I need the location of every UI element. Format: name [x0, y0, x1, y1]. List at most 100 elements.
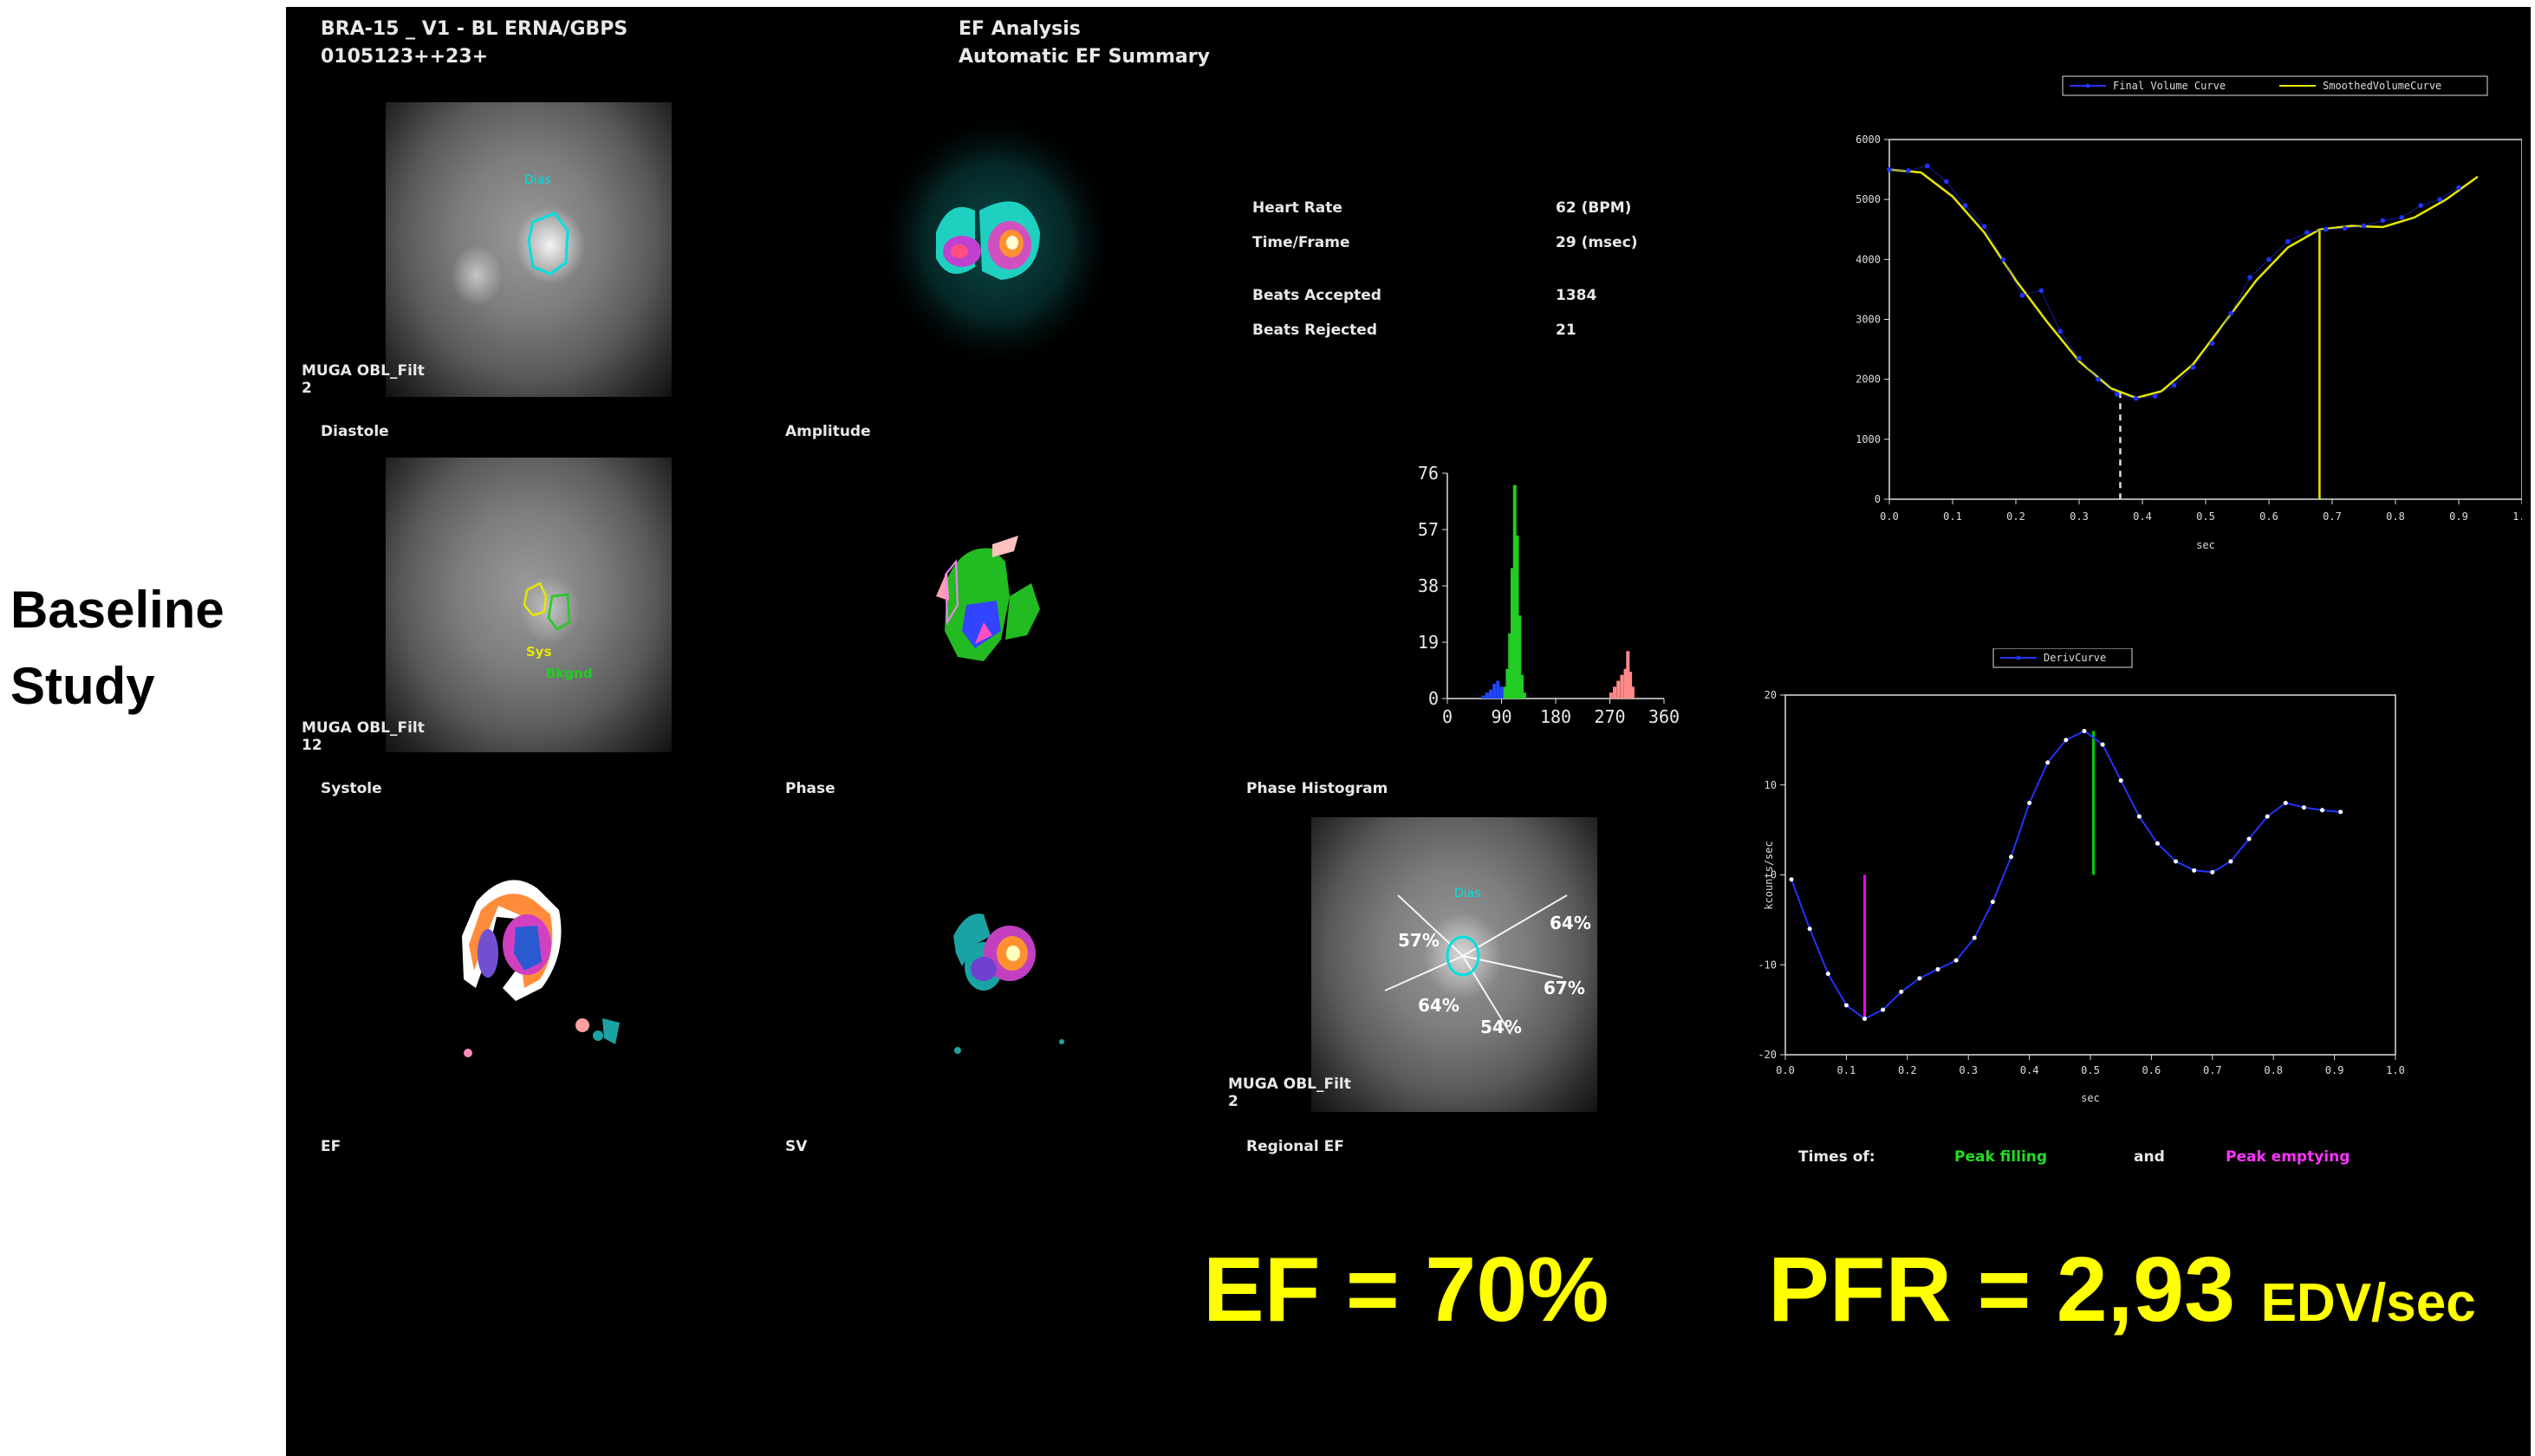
- deriv-curve-point: [2045, 760, 2051, 765]
- beats-accepted-label: Beats Accepted: [1252, 287, 1381, 304]
- deriv-curve-point: [1972, 935, 1977, 940]
- hist-bar: [1626, 651, 1630, 699]
- final-volume-point: [2038, 288, 2044, 294]
- hist-bar: [1505, 668, 1510, 699]
- deriv-y-tick-label: 10: [1765, 779, 1777, 791]
- final-volume-point: [2437, 197, 2442, 202]
- hist-bar: [1520, 674, 1524, 699]
- deriv-curve-point: [1917, 976, 1922, 981]
- deriv-curve-point: [1825, 972, 1830, 977]
- beats-rejected-value: 21: [1556, 322, 1576, 339]
- diastole-caption: MUGA OBL_Filt: [302, 362, 425, 380]
- hist-y-tick-label: 0: [1428, 688, 1439, 709]
- deriv-curve-point: [1935, 966, 1940, 972]
- final-volume-point: [2171, 382, 2177, 388]
- final-volume-point: [2399, 215, 2405, 220]
- phase-histogram-svg: 76 57 38 19 00 90 180 270 360: [1418, 463, 1680, 727]
- final-volume-point: [2057, 328, 2063, 335]
- deriv-x-tick-label: 0.3: [1959, 1064, 1978, 1076]
- hist-bar: [1508, 633, 1512, 699]
- phase-label: Phase: [785, 780, 835, 797]
- final-volume-point: [1906, 168, 1911, 173]
- diastole-label: Diastole: [321, 423, 389, 440]
- final-volume-point: [2152, 393, 2158, 399]
- deriv-curve-point: [2064, 738, 2069, 743]
- systole-label: Systole: [321, 780, 382, 797]
- systole-image: Sys Bkgnd: [386, 458, 672, 752]
- time-frame-value: 29 (msec): [1556, 234, 1638, 251]
- volume-y-tick-label: 6000: [1856, 133, 1881, 146]
- hist-bar: [1628, 672, 1633, 699]
- final-volume-point: [2323, 226, 2329, 232]
- deriv-curve-point: [1843, 1003, 1849, 1008]
- volume-x-tick-label: 0.1: [1943, 510, 1962, 523]
- analysis-title: EF Analysis: [959, 18, 1081, 40]
- final-volume-point: [1981, 224, 1987, 230]
- regional-ef-segment-3: 67%: [1544, 978, 1585, 998]
- hist-bar: [1503, 686, 1507, 699]
- final-volume-point: [2342, 225, 2348, 231]
- final-volume-point: [2190, 365, 2196, 370]
- pfr-result: PFR = 2,93 EDV/sec: [1768, 1238, 2476, 1342]
- hist-x-tick-label: 270: [1594, 706, 1625, 727]
- hist-bar: [1492, 683, 1497, 699]
- amplitude-label: Amplitude: [785, 423, 871, 440]
- deriv-curve-point: [1990, 900, 1995, 905]
- sv-label: SV: [785, 1138, 808, 1155]
- hist-bar: [1522, 692, 1526, 699]
- final-volume-point: [2304, 230, 2310, 236]
- ef-result: EF = 70%: [1203, 1238, 1609, 1341]
- heart-rate-value: 62 (BPM): [1556, 199, 1632, 217]
- volume-x-tick-label: 0.0: [1880, 510, 1899, 523]
- hist-x-tick-label: 0: [1442, 706, 1453, 727]
- final-volume-point: [2019, 293, 2025, 298]
- legend-final-volume-dot: [2085, 83, 2090, 88]
- sv-image: [854, 815, 1140, 1109]
- systole-caption: MUGA OBL_Filt: [302, 719, 425, 737]
- hist-bar: [1623, 668, 1628, 699]
- smoothed-volume-line: [1888, 168, 2479, 400]
- volume-y-tick-label: 1000: [1856, 433, 1881, 445]
- diastole-image: Dias: [386, 102, 672, 397]
- deriv-curve-svg: DerivCurve 0.0 0.1 0.2 0.3 0.4 0.5 0.6 0.7 0.8 0.…: [1758, 647, 2405, 1104]
- hist-y-tick-label: 76: [1418, 463, 1439, 484]
- systole-caption-num: 12: [302, 737, 322, 754]
- deriv-curve-point: [2265, 814, 2270, 819]
- deriv-y-tick-label: -10: [1758, 959, 1777, 971]
- final-volume-point: [1925, 163, 1930, 169]
- hist-bar: [1496, 680, 1500, 699]
- volume-x-tick-label: 0.2: [2006, 510, 2025, 523]
- final-volume-point: [2133, 396, 2139, 401]
- phase-histogram-label: Phase Histogram: [1246, 780, 1388, 797]
- deriv-curve-point: [2192, 868, 2197, 873]
- deriv-curve-point: [2155, 841, 2160, 846]
- diastole-roi-label: Dias: [524, 173, 551, 187]
- deriv-curve-point: [1789, 877, 1794, 882]
- analysis-subtitle: Automatic EF Summary: [959, 46, 1210, 68]
- hist-y-tick-label: 38: [1418, 575, 1439, 596]
- legend-deriv-curve: DerivCurve: [2044, 652, 2106, 664]
- deriv-curve-point: [2118, 778, 2123, 783]
- deriv-x-tick-label: 0.9: [2325, 1064, 2344, 1076]
- final-volume-point: [2096, 376, 2101, 382]
- volume-legend-box: [2062, 75, 2488, 96]
- volume-x-tick-label: 0.3: [2070, 510, 2089, 523]
- regional-caption-num: 2: [1228, 1093, 1238, 1110]
- deriv-curve-point: [2100, 742, 2105, 747]
- hist-bar: [1609, 692, 1613, 699]
- deriv-curve-point: [2082, 729, 2087, 733]
- deriv-curve-chart: DerivCurve 0.0 0.1 0.2 0.3 0.4 0.5 0.6 0.7 0.8 0.…: [1699, 647, 2531, 1116]
- deriv-x-tick-label: 0.7: [2203, 1064, 2222, 1076]
- deriv-curve-point: [1862, 1017, 1868, 1021]
- final-volume-point: [2115, 392, 2120, 397]
- volume-x-tick-label: 0.6: [2259, 510, 2278, 523]
- final-volume-point: [2000, 257, 2006, 263]
- pfr-value: PFR = 2,93: [1768, 1238, 2236, 1341]
- deriv-x-tick-label: 0.0: [1776, 1064, 1795, 1076]
- legend-smoothed-volume-curve: SmoothedVolumeCurve: [2323, 80, 2441, 92]
- final-volume-point: [1962, 203, 1968, 208]
- final-volume-point: [2285, 238, 2291, 244]
- volume-x-axis-label: sec: [2196, 539, 2215, 551]
- deriv-x-tick-label: 0.4: [2020, 1064, 2039, 1076]
- and-label: and: [2134, 1148, 2165, 1166]
